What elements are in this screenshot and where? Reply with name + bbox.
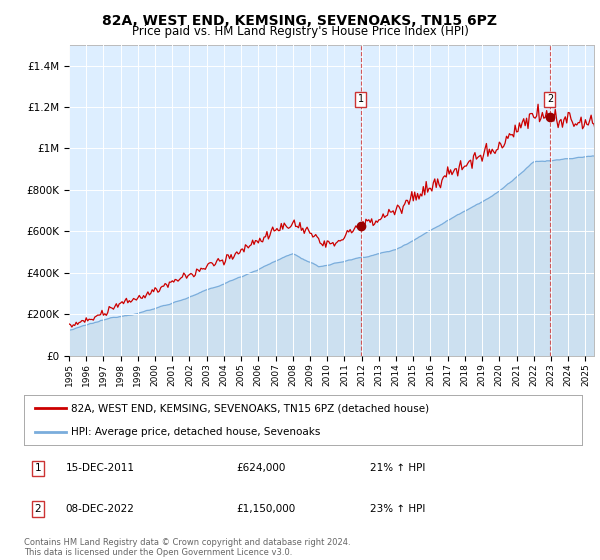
Text: 21% ↑ HPI: 21% ↑ HPI (370, 463, 425, 473)
Text: Contains HM Land Registry data © Crown copyright and database right 2024.
This d: Contains HM Land Registry data © Crown c… (24, 538, 350, 557)
Text: 82A, WEST END, KEMSING, SEVENOAKS, TN15 6PZ (detached house): 82A, WEST END, KEMSING, SEVENOAKS, TN15 … (71, 403, 430, 413)
Text: 08-DEC-2022: 08-DEC-2022 (66, 504, 135, 514)
Text: 1: 1 (358, 94, 364, 104)
Text: 82A, WEST END, KEMSING, SEVENOAKS, TN15 6PZ: 82A, WEST END, KEMSING, SEVENOAKS, TN15 … (103, 14, 497, 28)
Text: 15-DEC-2011: 15-DEC-2011 (66, 463, 135, 473)
Text: HPI: Average price, detached house, Sevenoaks: HPI: Average price, detached house, Seve… (71, 427, 321, 437)
Text: 2: 2 (547, 94, 553, 104)
Text: 1: 1 (35, 463, 41, 473)
Text: Price paid vs. HM Land Registry's House Price Index (HPI): Price paid vs. HM Land Registry's House … (131, 25, 469, 38)
Text: 2: 2 (35, 504, 41, 514)
Text: £1,150,000: £1,150,000 (236, 504, 295, 514)
Text: 23% ↑ HPI: 23% ↑ HPI (370, 504, 425, 514)
Text: £624,000: £624,000 (236, 463, 286, 473)
